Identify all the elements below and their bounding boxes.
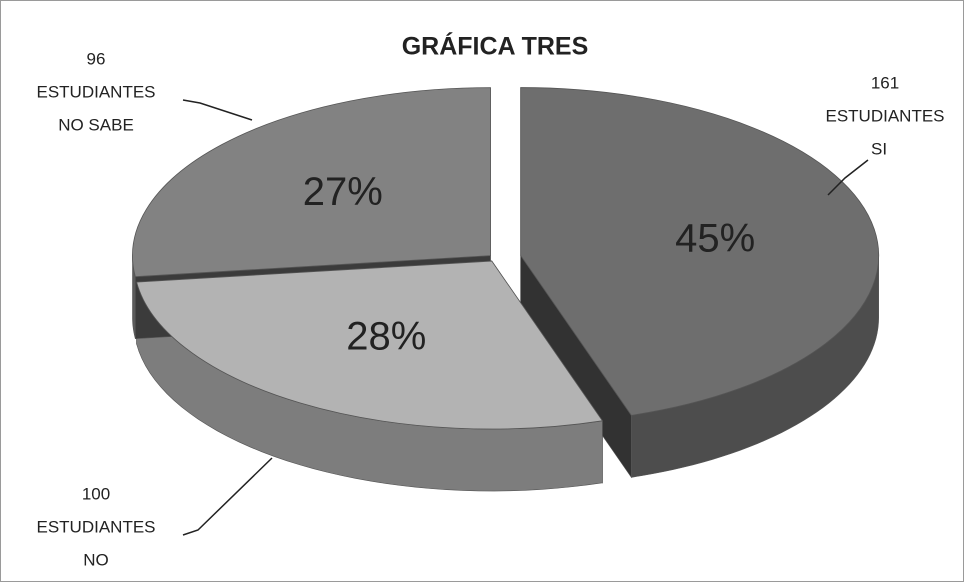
- chart-title: GRÁFICA TRES: [402, 32, 589, 61]
- value-label: 28%: [346, 315, 426, 359]
- leader-line: [182, 99, 253, 121]
- label-count: 100: [82, 484, 110, 503]
- value-label: 45%: [675, 217, 755, 261]
- label-unit: ESTUDIANTES: [36, 517, 155, 536]
- leader-line: [182, 457, 273, 536]
- slice: [520, 87, 880, 416]
- label-category: SI: [871, 139, 887, 158]
- outer-label: 100 ESTUDIANTES NO: [36, 484, 155, 569]
- outer-label: 96 ESTUDIANTES NO SABE: [36, 49, 155, 134]
- leader-line: [827, 159, 869, 196]
- label-count: 161: [871, 73, 899, 92]
- label-category: NO SABE: [58, 115, 134, 134]
- label-unit: ESTUDIANTES: [825, 106, 944, 125]
- outer-label: 161 ESTUDIANTES SI: [825, 73, 944, 158]
- label-count: 96: [87, 49, 106, 68]
- label-category: NO: [83, 550, 109, 569]
- slice: [136, 260, 604, 430]
- value-label: 27%: [303, 170, 383, 214]
- label-unit: ESTUDIANTES: [36, 82, 155, 101]
- slice: [132, 87, 491, 278]
